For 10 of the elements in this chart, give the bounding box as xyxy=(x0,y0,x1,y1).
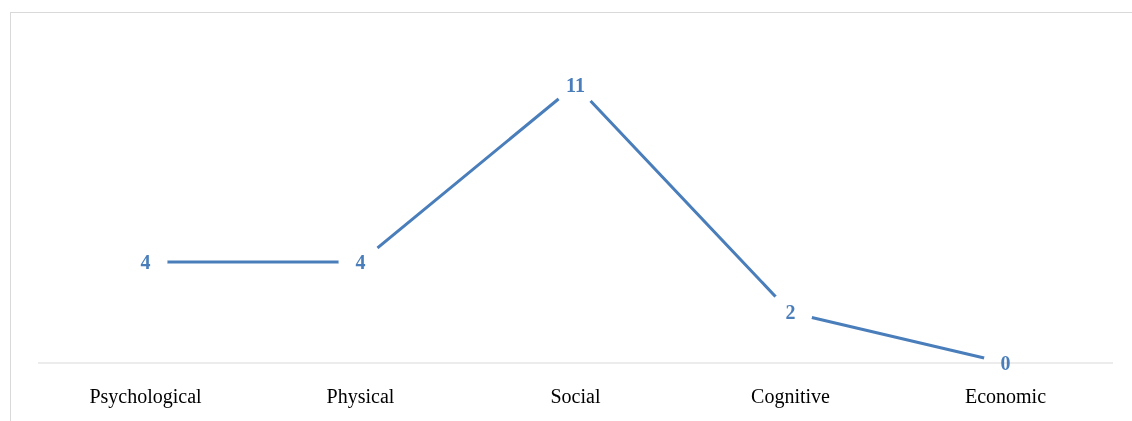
x-tick-label: Social xyxy=(550,385,601,407)
x-tick-label: Economic xyxy=(964,385,1047,407)
data-label: 2 xyxy=(785,301,796,324)
x-tick-label: Psychological xyxy=(89,385,203,408)
x-tick-label: Physical xyxy=(326,385,395,408)
data-label: 4 xyxy=(355,250,366,273)
data-label: 11 xyxy=(566,74,585,96)
data-label: 4 xyxy=(140,250,151,273)
data-label: 0 xyxy=(1000,352,1011,374)
x-tick-label: Cognitive xyxy=(751,385,831,408)
